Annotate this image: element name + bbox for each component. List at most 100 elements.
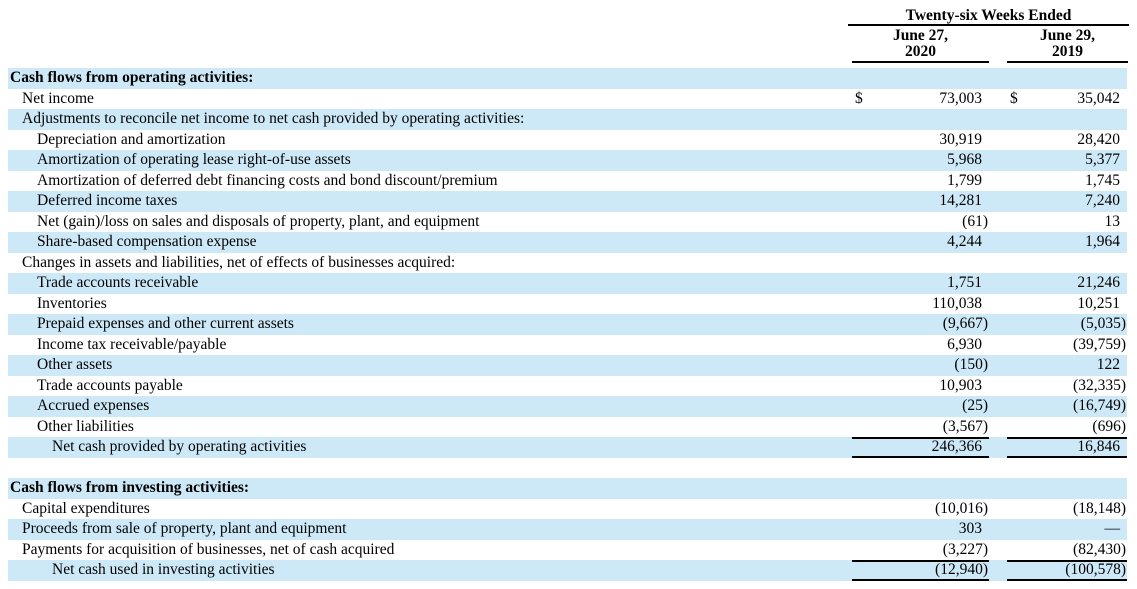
table-column-headers: Twenty-six Weeks Ended June 27, 2020 Jun… [848, 0, 1129, 63]
value-text: (100,578) [1065, 561, 1126, 579]
value-cell-2020: 6,930 [852, 335, 989, 356]
table-row: Trade accounts receivable 1,751 21,246 [8, 273, 1127, 294]
row-label: Net cash used in investing activities [52, 561, 275, 579]
column-gap [989, 437, 1007, 458]
value-cell-2020: (61) [852, 212, 989, 233]
value-cell-2020: (12,940) [852, 560, 989, 581]
column-gap [989, 314, 1007, 335]
row-label: Changes in assets and liabilities, net o… [22, 253, 456, 271]
value-text: 1,799 [947, 171, 982, 189]
table-row: Accrued expenses (25) (16,749) [8, 396, 1127, 417]
row-label: Amortization of operating lease right-of… [37, 151, 351, 169]
value-text: 122 [1096, 356, 1120, 374]
value-text: — [1104, 520, 1121, 538]
value-text: (150) [954, 356, 988, 374]
table-row: Depreciation and amortization 30,919 28,42… [8, 130, 1127, 151]
column-gap [989, 130, 1007, 151]
value-text: 1,745 [1085, 171, 1120, 189]
column-gap [989, 89, 1007, 110]
column-gap [989, 396, 1007, 417]
value-cell-2020: 30,919 [852, 130, 989, 151]
value-text: 13 [1104, 212, 1121, 230]
section-header-row: Cash flows from operating activities: [8, 68, 1127, 89]
table-row: Changes in assets and liabilities, net o… [8, 253, 1127, 274]
value-cell-2019: 122 [1007, 355, 1127, 376]
column-gap [989, 253, 1007, 274]
column-gap [989, 294, 1007, 315]
value-text: 35,042 [1077, 89, 1120, 107]
value-cell-2019: 10,251 [1007, 294, 1127, 315]
value-cell-2020: 14,281 [852, 191, 989, 212]
table-row: Income tax receivable/payable 6,930 (39,75… [8, 335, 1127, 356]
row-label: Cash flows from investing activities: [10, 479, 250, 497]
total-row: Net cash used in investing activities (12… [8, 560, 1127, 581]
table-row: Net income $73,003 $35,042 [8, 89, 1127, 110]
row-label: Net (gain)/loss on sales and disposals o… [37, 212, 480, 230]
value-cell-2020: 10,903 [852, 376, 989, 397]
column-gap [989, 212, 1007, 233]
value-cell-2019: (32,335) [1007, 376, 1127, 397]
table-row: Prepaid expenses and other current asset… [8, 314, 1127, 335]
column-gap [989, 417, 1007, 438]
row-label: Net income [22, 89, 94, 107]
value-text: (61) [962, 212, 988, 230]
value-cell-2019: 1,745 [1007, 171, 1127, 192]
value-text: 5,377 [1085, 151, 1120, 169]
table-row: Other liabilities (3,567) (696) [8, 417, 1127, 438]
value-text: (10,016) [935, 499, 988, 517]
row-label: Trade accounts payable [37, 376, 183, 394]
value-cell-2019 [1007, 478, 1127, 499]
value-cell-2020: (9,667) [852, 314, 989, 335]
column-header-2020-line2: 2020 [905, 43, 936, 60]
value-cell-2019: (100,578) [1007, 560, 1127, 581]
value-cell-2020: $73,003 [852, 89, 989, 110]
value-text: 7,240 [1085, 192, 1120, 210]
column-header-2020-line1: June 27, [892, 27, 949, 44]
value-cell-2019 [1007, 109, 1127, 130]
dollar-sign: $ [855, 89, 863, 107]
column-header-2019-line1: June 29, [1039, 27, 1096, 44]
table-row: Inventories 110,038 10,251 [8, 294, 1127, 315]
value-text: 14,281 [939, 192, 982, 210]
value-cell-2019: 16,846 [1007, 437, 1127, 458]
value-cell-2020: (10,016) [852, 499, 989, 520]
row-label: Share-based compensation expense [37, 233, 257, 251]
row-label: Net cash provided by operating activitie… [52, 438, 307, 456]
value-cell-2019: 1,964 [1007, 232, 1127, 253]
value-cell-2020: (3,227) [852, 540, 989, 561]
value-text: (82,430) [1073, 540, 1126, 558]
value-text: 73,003 [939, 89, 982, 107]
table-row: Net (gain)/loss on sales and disposals o… [8, 212, 1127, 233]
row-label: Payments for acquisition of businesses, … [22, 540, 395, 558]
column-header-gap [989, 28, 1007, 63]
table-row: Other assets (150) 122 [8, 355, 1127, 376]
table-row: Amortization of deferred debt financing … [8, 171, 1127, 192]
column-gap [989, 335, 1007, 356]
column-gap [989, 273, 1007, 294]
column-gap [989, 560, 1007, 581]
table-row: Payments for acquisition of businesses, … [8, 540, 1127, 561]
column-header-2020: June 27, 2020 [852, 28, 989, 63]
value-cell-2019 [1007, 253, 1127, 274]
value-cell-2020: 1,751 [852, 273, 989, 294]
value-cell-2019: — [1007, 519, 1127, 540]
column-gap [989, 376, 1007, 397]
value-cell-2020: (150) [852, 355, 989, 376]
value-text: 30,919 [939, 130, 982, 148]
column-gap [989, 478, 1007, 499]
column-gap [989, 109, 1007, 130]
value-cell-2020: 303 [852, 519, 989, 540]
value-text: (25) [962, 397, 988, 415]
value-text: (9,667) [942, 315, 988, 333]
row-label: Capital expenditures [22, 499, 150, 517]
column-gap [989, 519, 1007, 540]
value-cell-2019: 21,246 [1007, 273, 1127, 294]
value-text: 110,038 [932, 294, 982, 312]
column-gap [989, 191, 1007, 212]
value-text: (696) [1092, 417, 1126, 435]
table-row: Adjustments to reconcile net income to n… [8, 109, 1127, 130]
column-header-2019-line2: 2019 [1052, 43, 1083, 60]
column-gap [989, 68, 1007, 89]
table-row: Amortization of operating lease right-of… [8, 150, 1127, 171]
